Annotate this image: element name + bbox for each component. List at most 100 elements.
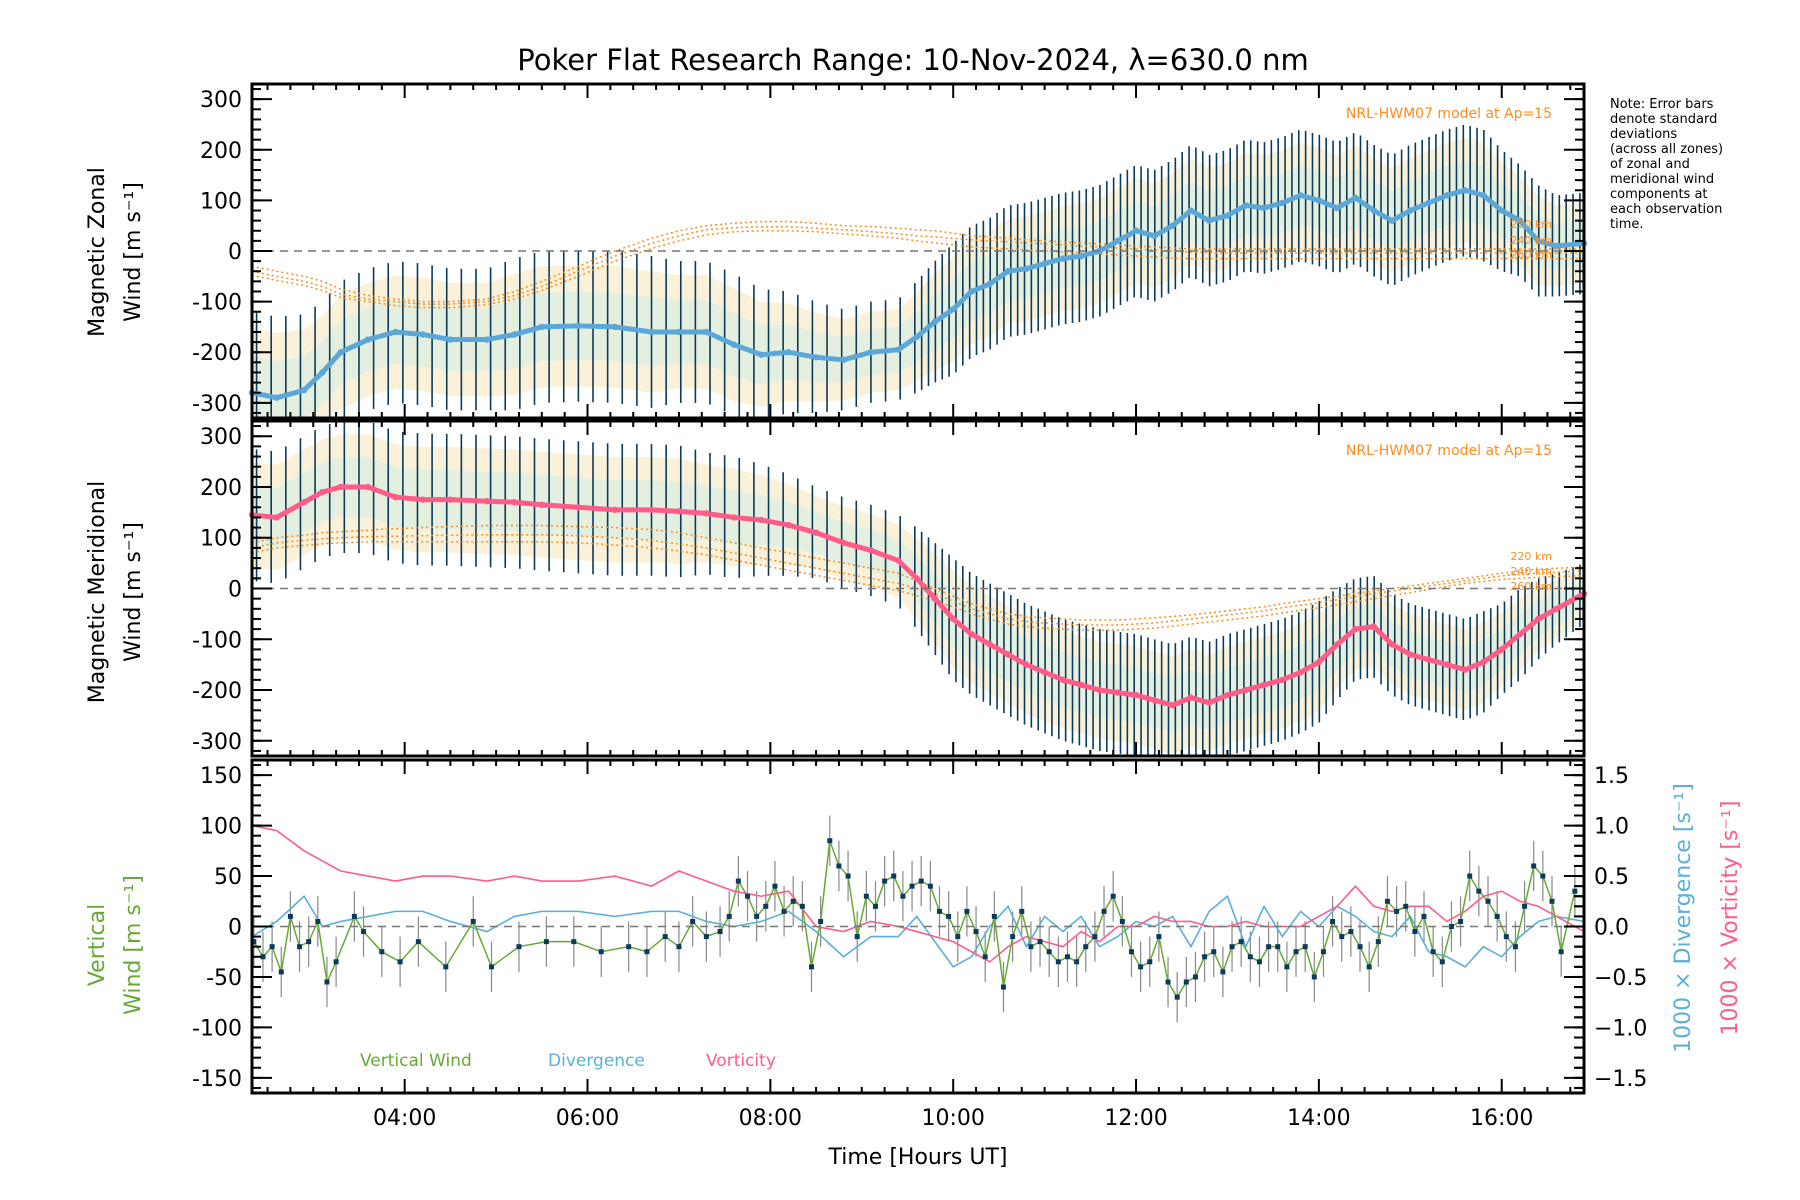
mean-point <box>1535 615 1542 623</box>
mean-point <box>1224 691 1231 699</box>
vertical-wind-point <box>1028 944 1034 950</box>
mean-point <box>483 497 491 505</box>
mean-point <box>1297 669 1304 676</box>
mean-point <box>913 333 920 341</box>
vertical-wind-point <box>1247 954 1253 960</box>
x-tick-label: 16:00 <box>1470 1106 1533 1131</box>
mean-point <box>1041 669 1048 676</box>
note-block: Note: Error bars denote standard deviati… <box>1610 97 1723 232</box>
vertical-wind-point <box>1485 898 1491 904</box>
mean-point <box>1114 689 1121 696</box>
vertical-wind-point <box>790 898 796 904</box>
mean-point <box>337 349 344 356</box>
scatter-band <box>252 137 1584 418</box>
vertical-wind-point <box>955 934 961 940</box>
model-curve-240 <box>251 533 1585 626</box>
vertical-wind-point <box>1421 913 1427 919</box>
vertical-wind-point <box>1302 944 1308 950</box>
mean-point <box>1370 207 1377 214</box>
vertical-wind-point <box>676 944 682 950</box>
vertical-wind-point <box>735 878 741 884</box>
y-tick-label: 200 <box>200 476 242 501</box>
meridional-panel: -300 -200 -100 0 100 200 300 <box>192 419 1588 758</box>
mean-point <box>1224 212 1231 219</box>
zonal-model-label: NRL-HWM07 model at Ap=15 <box>1346 106 1552 122</box>
vertical-wind-point <box>1037 939 1043 945</box>
vertical-wind-point <box>808 964 814 970</box>
mean-point <box>968 630 975 638</box>
mean-point <box>785 349 792 356</box>
y2-tick-label: 0.5 <box>1594 865 1629 890</box>
meridional-model-alt-220: 220 km <box>1510 550 1552 563</box>
vertical-wind-point <box>1366 964 1372 970</box>
mean-point <box>1370 623 1377 630</box>
mean-point <box>1443 192 1451 199</box>
mean-point <box>1480 658 1487 666</box>
mean-point <box>319 369 326 376</box>
mean-point <box>273 394 280 401</box>
vertical-wind-point <box>991 913 997 919</box>
divergence-line <box>251 894 1585 968</box>
mean-point <box>611 506 619 514</box>
note-line: Note: Error bars <box>1610 97 1714 112</box>
vertical-wind-point <box>516 944 522 950</box>
mean-point <box>1205 699 1213 706</box>
mean-point <box>895 557 902 564</box>
y-tick-label: 0 <box>228 578 242 603</box>
mean-point <box>867 547 875 554</box>
vertical-wind-point <box>1211 949 1217 955</box>
y-tick-label: -100 <box>192 628 242 653</box>
vertical-wind-point <box>863 893 869 899</box>
vertical-wind-point <box>1476 888 1482 894</box>
x-tick-label: 04:00 <box>373 1106 436 1131</box>
mean-point <box>392 493 399 501</box>
vertical-wind-point <box>287 913 293 919</box>
mean-point <box>785 521 792 529</box>
mean-point <box>273 514 280 521</box>
vertical-wind-point <box>297 944 303 950</box>
vertical-wind-point <box>854 934 860 940</box>
mean-point <box>1187 694 1195 701</box>
y-tick-label: 50 <box>214 865 242 890</box>
mean-point <box>392 328 399 336</box>
mean-point <box>1059 255 1067 262</box>
mean-point <box>1077 681 1085 689</box>
vertical-wind-point <box>1147 959 1153 965</box>
y-tick-label: -100 <box>192 1016 242 1041</box>
vertical-wind-point <box>315 918 321 924</box>
vertical-wind-point <box>1531 863 1537 869</box>
vertical-wind-point <box>626 944 632 950</box>
vertical-wind-point <box>1293 949 1299 955</box>
vertical-wind-point <box>1229 944 1235 950</box>
y2-tick-label: −1.0 <box>1594 1016 1647 1041</box>
vertical-wind-line <box>253 840 1576 999</box>
vertical-wind-point <box>644 949 650 955</box>
vertical-wind-point <box>1403 903 1409 909</box>
mean-point <box>1516 217 1524 224</box>
mean-point <box>511 499 518 506</box>
mean-point <box>419 331 427 338</box>
vertical-wind-point <box>333 959 339 965</box>
y-tick-label: 100 <box>200 527 242 552</box>
x-tick-label: 08:00 <box>739 1106 802 1131</box>
mean-point <box>1114 237 1121 245</box>
vertical-wind-point <box>1128 949 1134 955</box>
mean-point <box>1023 661 1030 668</box>
x-tick-label: 12:00 <box>1104 1106 1167 1131</box>
vorticity-ylabel: 1000 × Vorticity [s⁻¹] <box>1718 801 1743 1036</box>
vertical-wind-point <box>818 918 824 924</box>
mean-point <box>1443 661 1451 668</box>
vertical-wind-point <box>936 908 942 914</box>
vertical-wind-point <box>772 883 778 889</box>
vertical-wind-point <box>351 913 357 919</box>
mean-point <box>1535 237 1542 245</box>
vertical-wind-point <box>324 979 330 985</box>
mean-point <box>949 615 957 623</box>
y-tick-label: 0 <box>228 240 242 265</box>
mean-point <box>730 341 737 348</box>
zonal-model-alt-240: 240 km <box>1510 234 1552 247</box>
y-tick-label: -300 <box>192 730 242 755</box>
mean-point <box>300 386 308 394</box>
mean-point <box>1132 691 1140 699</box>
